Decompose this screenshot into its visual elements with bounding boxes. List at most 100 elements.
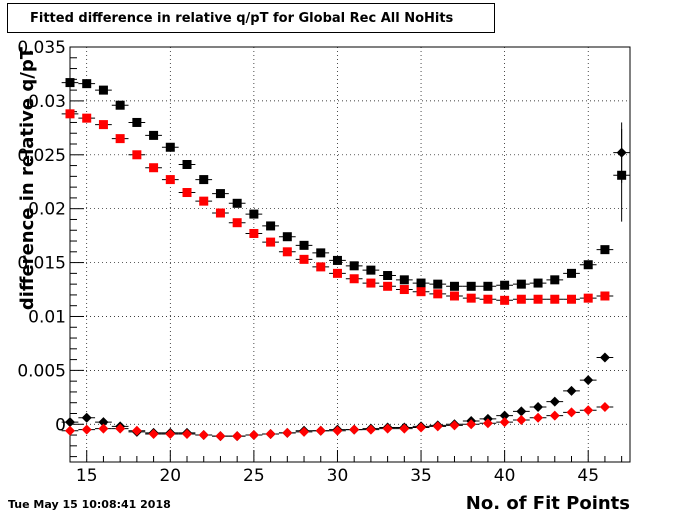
data-point <box>516 279 526 289</box>
data-point <box>299 254 309 264</box>
x-tick-label: 35 <box>410 466 432 486</box>
data-point <box>533 402 544 413</box>
data-point <box>433 289 443 299</box>
x-tick-label: 20 <box>159 466 181 486</box>
timestamp: Tue May 15 10:08:41 2018 <box>8 498 171 511</box>
y-axis-label: difference in relative q/pT <box>17 46 38 310</box>
data-point <box>115 100 125 110</box>
data-point <box>550 275 560 285</box>
data-point <box>282 427 293 438</box>
data-point <box>266 221 276 231</box>
data-point <box>500 280 510 290</box>
data-point <box>432 421 443 432</box>
data-point <box>182 188 192 198</box>
data-point <box>382 423 393 434</box>
chart-title-box: Fitted difference in relative q/pT for G… <box>7 3 495 33</box>
x-tick-label: 45 <box>577 466 599 486</box>
data-point <box>249 209 259 219</box>
data-point <box>533 278 543 288</box>
data-point <box>266 237 276 247</box>
data-point <box>549 396 560 407</box>
data-point <box>583 293 593 303</box>
series-1 <box>61 109 614 305</box>
data-point <box>399 423 410 434</box>
data-point <box>566 294 576 304</box>
data-point <box>165 175 175 185</box>
data-point <box>82 79 92 89</box>
data-point <box>600 291 610 301</box>
data-point <box>282 232 292 242</box>
data-point <box>366 265 376 275</box>
chart-title: Fitted difference in relative q/pT for G… <box>30 10 454 26</box>
y-tick-label: 0.03 <box>28 92 66 112</box>
x-tick-label: 15 <box>76 466 98 486</box>
data-point <box>499 417 510 428</box>
data-point <box>399 285 409 295</box>
data-point <box>65 109 75 119</box>
data-point <box>332 425 343 436</box>
data-point <box>566 268 576 278</box>
data-point <box>549 410 560 421</box>
data-point <box>500 295 510 305</box>
data-point <box>366 278 376 288</box>
x-tick-label: 40 <box>494 466 516 486</box>
data-point <box>148 428 159 439</box>
y-tick-label: 0.01 <box>28 307 66 327</box>
data-point <box>199 175 209 185</box>
data-point <box>449 291 459 301</box>
data-point <box>416 287 426 297</box>
data-point <box>315 425 326 436</box>
data-point <box>182 428 193 439</box>
data-point <box>583 260 593 270</box>
data-point <box>466 419 477 430</box>
data-point <box>115 134 125 144</box>
data-point <box>433 279 443 289</box>
data-point <box>81 424 92 435</box>
data-point <box>182 159 192 169</box>
data-point <box>533 294 543 304</box>
data-point <box>416 422 427 433</box>
data-point <box>265 428 276 439</box>
data-point <box>215 208 225 218</box>
data-point <box>215 189 225 199</box>
data-point <box>566 385 577 396</box>
data-point <box>65 78 75 88</box>
data-point <box>316 262 326 272</box>
data-point <box>65 417 75 428</box>
x-tick-label: 25 <box>243 466 265 486</box>
data-point <box>98 423 109 434</box>
data-point <box>516 414 527 425</box>
data-point <box>383 281 393 291</box>
data-point <box>232 431 243 442</box>
data-point <box>248 430 259 441</box>
data-point <box>81 412 92 423</box>
data-point <box>566 407 577 418</box>
data-point <box>466 281 476 291</box>
data-point <box>165 428 176 439</box>
data-point <box>600 245 610 255</box>
y-tick-label: 0.035 <box>17 38 66 58</box>
data-point <box>98 120 108 130</box>
data-point <box>232 218 242 228</box>
data-point <box>149 163 159 173</box>
data-point <box>550 294 560 304</box>
data-point <box>616 147 627 158</box>
data-point <box>165 142 175 152</box>
data-point <box>65 425 75 436</box>
data-point <box>482 418 493 429</box>
data-point <box>449 281 459 291</box>
data-point <box>499 410 510 421</box>
data-point <box>149 130 159 140</box>
plot-frame <box>69 46 631 463</box>
data-point <box>215 431 226 442</box>
data-point <box>349 261 359 271</box>
data-point <box>332 255 342 265</box>
data-point <box>98 85 108 95</box>
data-point <box>365 424 376 435</box>
data-point <box>332 268 342 278</box>
data-point <box>132 150 142 160</box>
data-point <box>466 293 476 303</box>
y-tick-label: 0.015 <box>17 254 66 274</box>
data-point <box>316 248 326 258</box>
